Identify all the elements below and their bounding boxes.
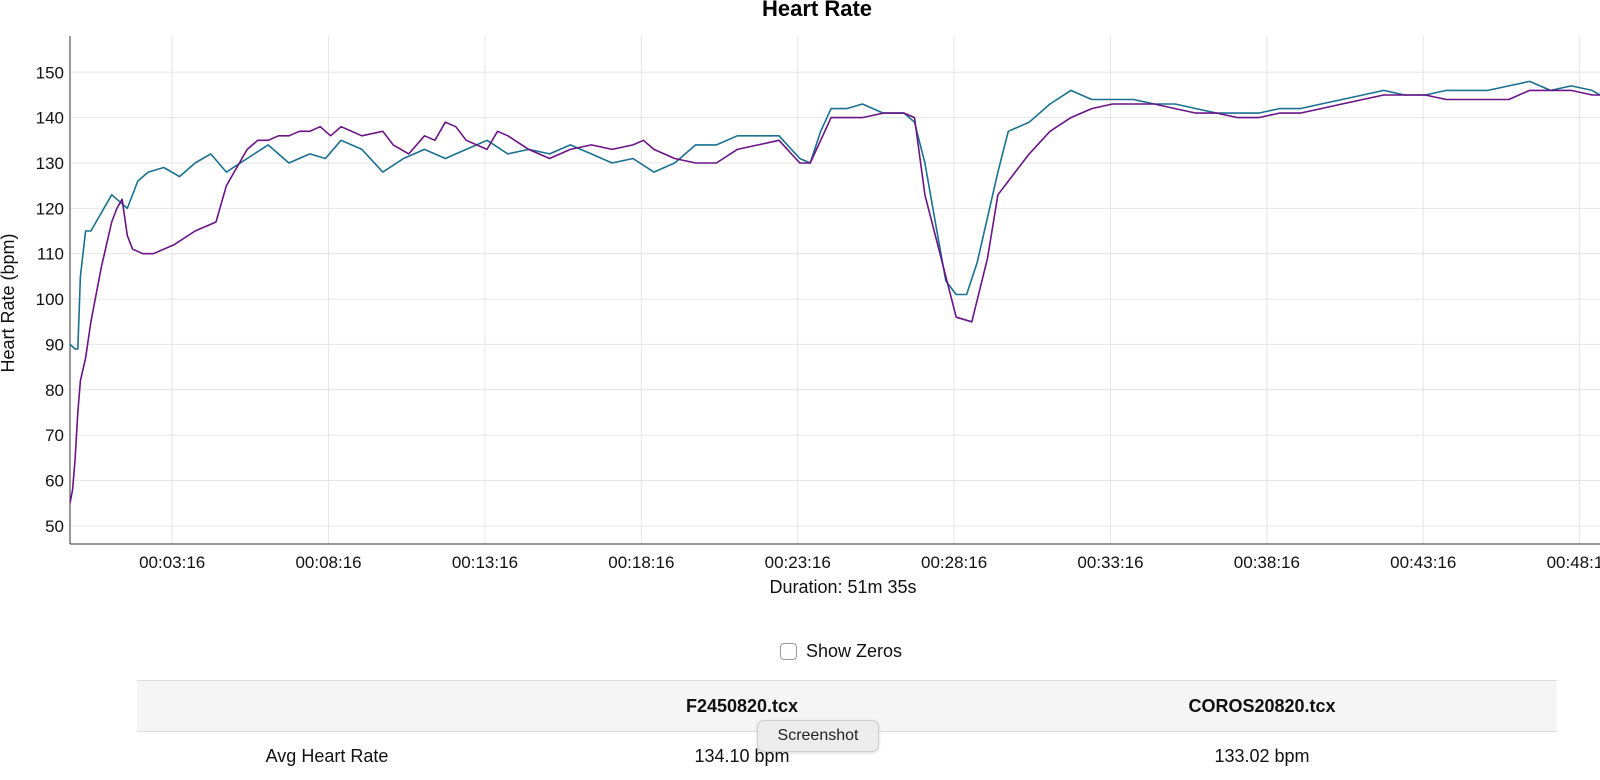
y-tick-label: 120 bbox=[36, 199, 64, 218]
y-tick-label: 50 bbox=[45, 517, 64, 536]
table-row-label: Avg Heart Rate bbox=[137, 732, 517, 780]
series-lines bbox=[70, 81, 1600, 503]
grid-lines bbox=[70, 36, 1600, 544]
series-line-2 bbox=[70, 90, 1600, 503]
x-tick-labels: 00:03:16 00:08:16 00:13:16 00:18:16 00:23:16… bbox=[139, 553, 1600, 572]
x-tick-label: 00:08:16 bbox=[295, 553, 361, 572]
y-tick-label: 150 bbox=[36, 63, 64, 82]
table-cell: 133.02 bpm bbox=[967, 732, 1557, 780]
y-tick-label: 80 bbox=[45, 381, 64, 400]
series-line-1 bbox=[70, 81, 1600, 349]
x-tick-label: 00:13:16 bbox=[452, 553, 518, 572]
y-tick-label: 90 bbox=[45, 335, 64, 354]
y-tick-labels: 50 60 70 80 90 100 110 120 130 140 150 bbox=[36, 63, 64, 536]
x-tick-label: 00:28:16 bbox=[921, 553, 987, 572]
axes bbox=[70, 36, 1600, 544]
table-header-file-2: COROS20820.tcx bbox=[967, 681, 1557, 732]
heart-rate-chart: Heart Rate 5060708090100110120130140150 … bbox=[0, 0, 1600, 640]
y-tick-label: 70 bbox=[45, 426, 64, 445]
show-zeros-label: Show Zeros bbox=[806, 641, 902, 662]
table-cell: 134.10 bpm bbox=[517, 732, 967, 780]
y-tick-label: 100 bbox=[36, 290, 64, 309]
show-zeros-checkbox[interactable] bbox=[780, 643, 797, 660]
x-tick-label: 00:43:16 bbox=[1390, 553, 1456, 572]
x-tick-label: 00:48:16 bbox=[1547, 553, 1600, 572]
x-tick-label: 00:33:16 bbox=[1077, 553, 1143, 572]
x-tick-label: 00:23:16 bbox=[765, 553, 831, 572]
table-header-blank bbox=[137, 681, 517, 732]
x-axis-label: Duration: 51m 35s bbox=[769, 577, 916, 597]
screenshot-button[interactable]: Screenshot bbox=[757, 720, 879, 752]
show-zeros-toggle[interactable]: Show Zeros bbox=[780, 641, 902, 662]
x-tick-label: 00:38:16 bbox=[1234, 553, 1300, 572]
table-header-file-1: F2450820.tcx bbox=[517, 681, 967, 732]
y-axis-label: Heart Rate (bpm) bbox=[0, 233, 18, 372]
chart-title: Heart Rate bbox=[762, 0, 872, 21]
x-tick-label: 00:03:16 bbox=[139, 553, 205, 572]
y-tick-label: 130 bbox=[36, 154, 64, 173]
x-tick-label: 00:18:16 bbox=[608, 553, 674, 572]
y-tick-label: 110 bbox=[37, 245, 64, 264]
y-tick-label: 140 bbox=[36, 109, 64, 128]
y-tick-label: 60 bbox=[45, 472, 64, 491]
